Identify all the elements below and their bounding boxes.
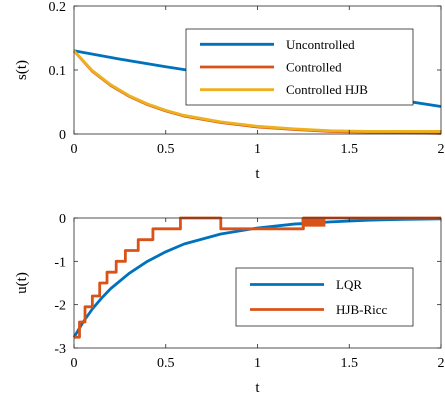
legend-label: Controlled [286, 60, 342, 75]
y-axis-label: u(t) [14, 272, 30, 294]
y-tick-label: 0 [59, 128, 66, 143]
legend: LQR HJB-Ricc [235, 267, 414, 327]
x-tick-label: 0.5 [157, 142, 175, 157]
y-tick-label: -2 [54, 299, 66, 314]
y-tick-label: -1 [54, 255, 66, 270]
x-axis-label: t [255, 380, 260, 396]
y-tick-label: 0.2 [49, 0, 67, 15]
marker-block [301, 218, 326, 227]
legend-label: HJB-Ricc [336, 302, 388, 317]
plot-top: 0 0.5 1 1.5 2 0 0.1 0.2 t s(t) Uncontrolled Control… [14, 0, 445, 182]
legend-label: Uncontrolled [286, 37, 355, 52]
x-tick-label: 1 [254, 356, 261, 371]
y-tick-label: 0 [59, 212, 66, 227]
legend-label: LQR [336, 277, 362, 292]
x-tick-label: 2 [438, 356, 445, 371]
x-tick-label: 1.5 [341, 142, 359, 157]
legend-box [235, 267, 414, 327]
legend-label: Controlled HJB [286, 82, 368, 97]
y-axis-label: s(t) [14, 60, 30, 80]
x-tick-label: 1.5 [341, 356, 359, 371]
series-line-controlled-hjb [72, 49, 441, 133]
x-tick-label: 0 [71, 356, 78, 371]
y-tick-label: -3 [54, 342, 66, 357]
x-tick-label: 0 [71, 142, 78, 157]
y-tick-label: 0.1 [49, 64, 67, 79]
legend: Uncontrolled Controlled Controlled HJB [185, 28, 414, 106]
x-axis-label: t [255, 166, 260, 182]
x-tick-label: 2 [438, 142, 445, 157]
x-tick-label: 0.5 [157, 356, 175, 371]
plot-bottom: 0 0.5 1 1.5 2 0 -1 -2 -3 t u(t) LQR HJB-Ricc [14, 212, 445, 396]
x-tick-label: 1 [254, 142, 261, 157]
